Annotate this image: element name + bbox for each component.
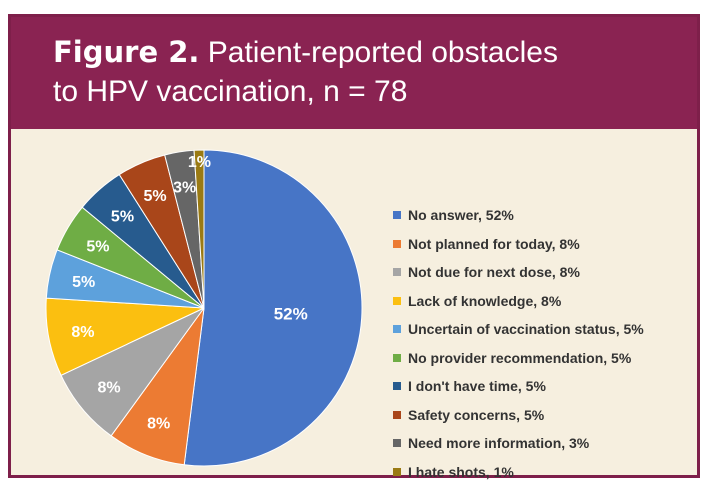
pie-data-label: 8% — [71, 324, 94, 341]
pie-slice — [193, 149, 205, 309]
legend-swatch — [393, 296, 401, 305]
figure-label: Figure 2. — [53, 35, 200, 69]
figure-title-line2: to HPV vaccination, n = 78 — [53, 75, 408, 108]
legend-swatch — [393, 325, 401, 333]
figure-title-line1: Figure 2. Patient-reported obstacles — [53, 35, 558, 70]
figure-header: Figure 2. Patient-reported obstacles to … — [11, 17, 697, 129]
pie-chart-area: 52% 8% 8% 8% 5% 5% 5% 5% 3% 1% — [11, 129, 381, 482]
pie-slice — [183, 149, 363, 467]
legend-label: Not planned for today, 8% — [408, 235, 580, 252]
legend-label: I don't have time, 5% — [408, 378, 546, 394]
legend-item: Lack of knowledge, 8% — [393, 291, 561, 311]
legend-swatch — [393, 211, 401, 219]
legend-swatch — [393, 467, 401, 476]
legend-item: Safety concerns, 5% — [393, 405, 544, 425]
pie-chart: 52%8%8%8%5%5%5%5%3%1% — [45, 149, 363, 467]
figure-frame: Figure 2. Patient-reported obstacles to … — [8, 14, 700, 480]
pie-data-label: 5% — [86, 238, 109, 255]
legend-swatch — [393, 410, 401, 419]
legend-item: Uncertain of vaccination status, 5% — [393, 319, 644, 339]
legend-item: Not due for next dose, 8% — [393, 262, 580, 282]
legend-label: Lack of knowledge, 8% — [408, 292, 562, 309]
legend-item: Need more information, 3% — [393, 433, 589, 453]
pie-data-label: 1% — [188, 154, 211, 171]
legend-swatch — [393, 239, 401, 248]
legend-item: I hate shots, 1% — [393, 462, 514, 482]
legend-swatch — [393, 268, 401, 276]
pie-data-label: 5% — [111, 209, 134, 226]
pie-data-label: 5% — [143, 188, 166, 205]
pie-data-label: 8% — [147, 416, 170, 433]
legend-item: No provider recommendation, 5% — [393, 348, 631, 368]
legend-item: No answer, 52% — [393, 205, 514, 225]
pie-data-label: 5% — [72, 274, 95, 291]
legend-label: Uncertain of vaccination status, 5% — [408, 321, 644, 337]
legend-label: I hate shots, 1% — [408, 463, 514, 480]
pie-data-label: 52% — [274, 304, 308, 323]
legend-swatch — [393, 382, 401, 390]
legend-label: Safety concerns, 5% — [408, 406, 545, 423]
legend-swatch — [393, 353, 401, 362]
figure-title-text: Patient-reported obstacles — [207, 36, 558, 69]
legend-item: Not planned for today, 8% — [393, 234, 580, 254]
legend-swatch — [393, 439, 401, 447]
legend-label: No answer, 52% — [408, 207, 514, 223]
pie-data-label: 3% — [173, 179, 196, 196]
legend-item: I don't have time, 5% — [393, 376, 546, 396]
legend-label: No provider recommendation, 5% — [408, 349, 632, 366]
pie-data-label: 8% — [97, 380, 120, 397]
legend-label: Need more information, 3% — [408, 435, 590, 451]
legend-label: Not due for next dose, 8% — [408, 264, 580, 280]
